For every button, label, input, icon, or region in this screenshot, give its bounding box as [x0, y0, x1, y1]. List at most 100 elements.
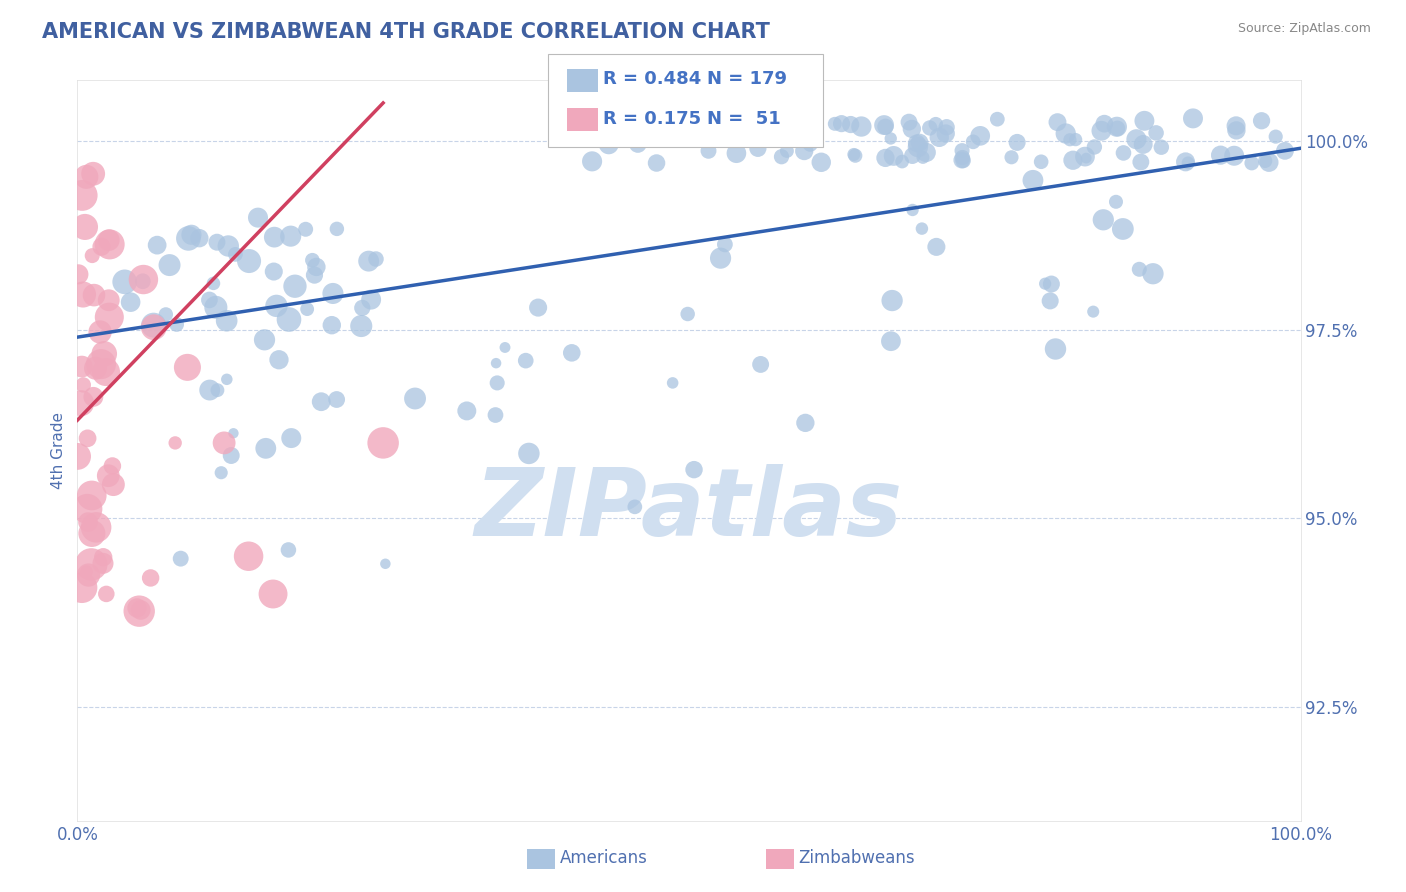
Point [1083, 140, 1105, 154]
Point [90, 240, 112, 254]
Point [1045, 342, 1067, 356]
Point [125, 601, 148, 615]
Point [707, 126, 730, 140]
Text: Zimbabweans: Zimbabweans [799, 849, 915, 867]
Text: AMERICAN VS ZIMBABWEAN 4TH GRADE CORRELATION CHART: AMERICAN VS ZIMBABWEAN 4TH GRADE CORRELA… [42, 22, 770, 42]
Point [202, 277, 225, 291]
Point [1125, 132, 1147, 146]
Point [83, 288, 105, 302]
Text: Americans: Americans [560, 849, 648, 867]
Point [486, 376, 509, 390]
Point [224, 247, 246, 261]
Text: N = 179: N = 179 [707, 70, 787, 88]
Point [794, 416, 817, 430]
Point [371, 436, 394, 450]
Point [155, 307, 177, 321]
Point [360, 293, 382, 307]
Point [1129, 155, 1152, 169]
Point [883, 149, 905, 163]
Point [831, 117, 853, 131]
Point [907, 140, 929, 154]
Point [84, 361, 107, 376]
Point [627, 136, 650, 151]
Point [1062, 153, 1084, 168]
Point [515, 353, 537, 368]
Point [263, 264, 285, 278]
Point [1142, 267, 1164, 281]
Point [851, 120, 873, 134]
Point [77, 515, 100, 529]
Point [73, 219, 96, 234]
Point [262, 587, 284, 601]
Point [880, 131, 903, 145]
Point [180, 227, 202, 242]
Point [747, 141, 769, 155]
Point [77, 568, 100, 582]
Point [839, 118, 862, 132]
Point [70, 188, 93, 202]
Text: ZIPatlas: ZIPatlas [475, 464, 903, 556]
Point [1033, 277, 1056, 291]
Point [205, 235, 228, 250]
Point [82, 167, 104, 181]
Point [1076, 151, 1098, 165]
Text: R = 0.484: R = 0.484 [603, 70, 702, 88]
Point [215, 314, 238, 328]
Point [253, 333, 276, 347]
Point [617, 125, 640, 139]
Point [176, 360, 198, 375]
Point [1174, 154, 1197, 169]
Point [744, 132, 766, 146]
Point [266, 299, 288, 313]
Point [901, 122, 924, 136]
Point [301, 253, 323, 268]
Point [1112, 222, 1135, 236]
Point [1177, 156, 1199, 170]
Point [901, 149, 924, 163]
Point [98, 237, 121, 252]
Point [1209, 148, 1232, 162]
Point [714, 237, 737, 252]
Point [952, 153, 974, 168]
Point [82, 249, 104, 263]
Point [950, 144, 973, 158]
Point [925, 240, 948, 254]
Point [731, 119, 754, 133]
Point [1022, 173, 1045, 187]
Point [198, 383, 221, 397]
Point [770, 150, 793, 164]
Point [908, 136, 931, 150]
Point [1225, 123, 1247, 137]
Point [1133, 113, 1156, 128]
Point [72, 378, 94, 392]
Point [810, 155, 832, 169]
Point [1264, 129, 1286, 144]
Text: R = 0.175: R = 0.175 [603, 110, 702, 128]
Point [1150, 140, 1173, 154]
Point [294, 222, 316, 236]
Point [309, 394, 332, 409]
Point [925, 117, 948, 131]
Point [905, 136, 928, 151]
Point [205, 301, 228, 315]
Point [70, 396, 93, 410]
Point [911, 221, 934, 235]
Point [263, 230, 285, 244]
Point [962, 135, 984, 149]
Point [165, 436, 187, 450]
Point [159, 258, 181, 272]
Point [80, 488, 103, 502]
Point [697, 144, 720, 158]
Point [969, 128, 991, 143]
Point [676, 128, 699, 143]
Point [1005, 136, 1028, 150]
Point [634, 120, 657, 134]
Point [673, 119, 696, 133]
Point [952, 151, 974, 165]
Point [238, 549, 260, 564]
Point [128, 604, 150, 618]
Point [1258, 155, 1281, 169]
Point [146, 238, 169, 252]
Point [94, 365, 117, 379]
Point [207, 383, 229, 397]
